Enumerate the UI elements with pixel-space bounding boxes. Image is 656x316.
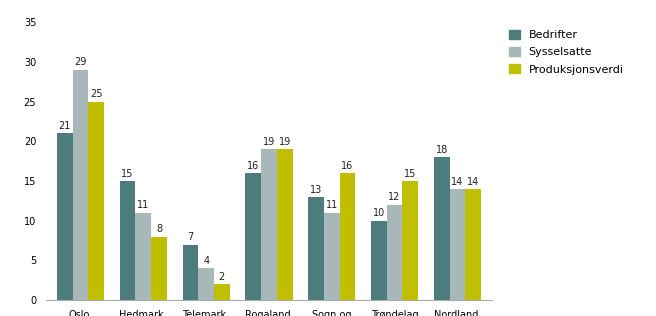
Bar xyxy=(449,189,465,300)
Text: 8: 8 xyxy=(156,224,162,234)
Bar xyxy=(57,133,73,300)
Text: 16: 16 xyxy=(247,161,259,171)
Bar xyxy=(465,189,481,300)
Text: 10: 10 xyxy=(373,208,385,218)
Bar xyxy=(120,181,135,300)
Text: 19: 19 xyxy=(263,137,275,147)
Bar xyxy=(277,149,293,300)
Bar xyxy=(73,70,89,300)
Bar xyxy=(340,173,356,300)
Text: 14: 14 xyxy=(451,177,464,186)
Text: 12: 12 xyxy=(388,192,401,203)
Bar xyxy=(434,157,449,300)
Bar xyxy=(324,213,340,300)
Bar xyxy=(261,149,277,300)
Text: 29: 29 xyxy=(74,58,87,67)
Bar xyxy=(245,173,261,300)
Bar xyxy=(403,181,418,300)
Text: 11: 11 xyxy=(325,200,338,210)
Text: 19: 19 xyxy=(279,137,291,147)
Bar xyxy=(371,221,387,300)
Text: 25: 25 xyxy=(90,89,102,99)
Bar xyxy=(387,205,403,300)
Bar xyxy=(198,268,214,300)
Text: 4: 4 xyxy=(203,256,209,266)
Text: 15: 15 xyxy=(121,169,134,179)
Text: 11: 11 xyxy=(137,200,150,210)
Text: 15: 15 xyxy=(404,169,417,179)
Text: 16: 16 xyxy=(341,161,354,171)
Bar xyxy=(182,245,198,300)
Bar xyxy=(89,101,104,300)
Text: 7: 7 xyxy=(188,232,194,242)
Text: 2: 2 xyxy=(218,272,225,282)
Text: 21: 21 xyxy=(58,121,71,131)
Text: 18: 18 xyxy=(436,145,448,155)
Bar xyxy=(135,213,151,300)
Bar xyxy=(308,197,324,300)
Bar xyxy=(214,284,230,300)
Legend: Bedrifter, Sysselsatte, Produksjonsverdi: Bedrifter, Sysselsatte, Produksjonsverdi xyxy=(506,28,626,77)
Bar xyxy=(151,237,167,300)
Text: 13: 13 xyxy=(310,185,322,195)
Text: 14: 14 xyxy=(467,177,480,186)
